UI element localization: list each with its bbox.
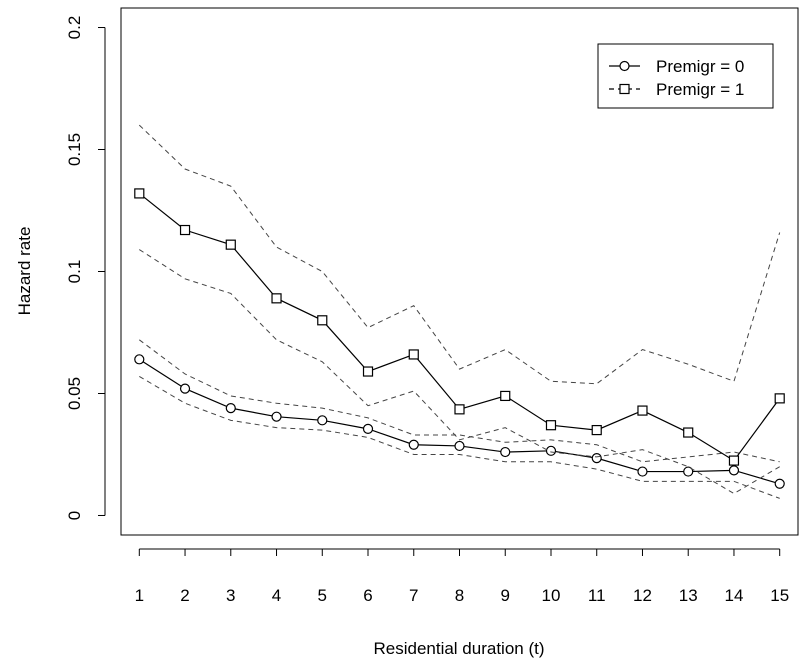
data-point-premigr-0 [454, 440, 465, 452]
data-point-premigr-1 [408, 349, 419, 360]
legend-marker-square [619, 83, 630, 95]
data-point-premigr-1 [545, 420, 557, 431]
ci-lower-line-premigr-0 [139, 375, 780, 499]
data-point-premigr-0 [545, 445, 557, 456]
legend-marker-circle [619, 60, 630, 72]
data-point-premigr-0 [271, 411, 282, 422]
legend-label-premigr-1: Premigr = 1 [656, 80, 744, 99]
y-tick-label: 0.2 [65, 16, 84, 40]
legend-box [597, 43, 774, 109]
data-point-premigr-0 [225, 403, 236, 414]
plot-frame [120, 7, 799, 536]
data-point-premigr-1 [774, 393, 785, 404]
data-point-premigr-1 [728, 455, 740, 466]
data-point-premigr-0 [500, 446, 511, 458]
ci-upper-line-premigr-1 [138, 124, 781, 385]
data-point-premigr-0 [179, 383, 191, 394]
x-tick-label: 8 [455, 586, 464, 605]
ci-upper-line-premigr-0 [138, 339, 780, 463]
y-axis-title: Hazard rate [15, 227, 34, 316]
x-tick-label: 4 [272, 586, 281, 605]
y-tick-label: 0.15 [65, 133, 84, 166]
data-point-premigr-1 [225, 239, 236, 250]
data-point-premigr-0 [362, 423, 374, 434]
x-tick-label: 10 [542, 586, 561, 605]
data-point-premigr-1 [362, 366, 374, 377]
x-tick-label: 5 [318, 586, 327, 605]
data-point-premigr-0 [728, 465, 740, 476]
data-point-premigr-0 [591, 453, 602, 464]
y-tick-label: 0 [65, 511, 84, 520]
x-tick-label: 1 [135, 586, 144, 605]
x-axis-title: Residential duration (t) [373, 639, 544, 658]
data-point-premigr-0 [134, 354, 145, 365]
data-point-premigr-1 [683, 427, 694, 438]
data-point-premigr-0 [408, 439, 419, 450]
data-point-premigr-1 [591, 424, 602, 436]
x-axis: 1 2 3 4 5 6 7 8 9 10 11 12 13 14 15 [135, 548, 789, 605]
series-layer [134, 124, 785, 499]
data-point-premigr-1 [317, 315, 328, 326]
data-point-premigr-0 [683, 466, 694, 477]
data-point-premigr-1 [271, 293, 282, 304]
data-point-premigr-1 [454, 404, 465, 415]
x-tick-label: 2 [180, 586, 189, 605]
x-tick-label: 3 [226, 586, 235, 605]
x-tick-label: 9 [501, 586, 510, 605]
x-tick-label: 6 [363, 586, 372, 605]
data-point-premigr-1 [134, 188, 145, 199]
data-point-premigr-1 [179, 224, 191, 236]
legend: Premigr = 0 Premigr = 1 [597, 43, 774, 109]
data-point-premigr-0 [774, 478, 785, 489]
x-tick-label: 7 [409, 586, 418, 605]
series-line-premigr-1 [138, 192, 781, 462]
data-point-premigr-1 [637, 405, 648, 416]
y-tick-label: 0.05 [65, 377, 84, 410]
x-tick-label: 11 [588, 586, 606, 605]
data-point-premigr-0 [637, 466, 648, 477]
x-tick-label: 13 [679, 586, 698, 605]
data-point-premigr-0 [317, 415, 328, 426]
x-tick-label: 12 [633, 586, 652, 605]
ci-lower-line-premigr-1 [139, 249, 780, 495]
data-point-premigr-1 [500, 390, 511, 402]
x-tick-label: 14 [724, 586, 743, 605]
y-axis: 0 0.05 0.1 0.15 0.2 [65, 16, 106, 520]
y-tick-label: 0.1 [65, 260, 84, 284]
legend-label-premigr-0: Premigr = 0 [656, 57, 744, 76]
x-tick-label: 15 [770, 586, 789, 605]
